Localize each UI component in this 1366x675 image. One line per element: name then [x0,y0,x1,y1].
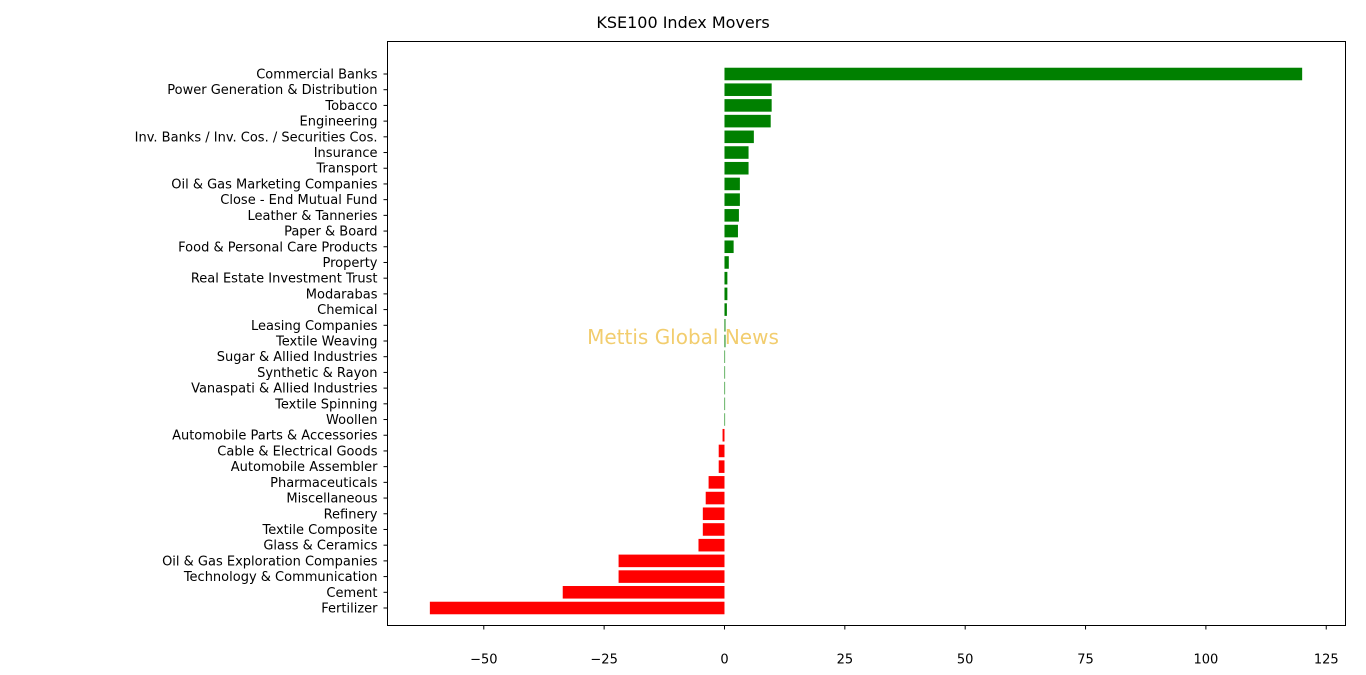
x-tick-label: 125 [1314,653,1339,668]
bar [724,397,726,411]
y-tick-label: Real Estate Investment Trust [191,272,378,287]
y-tick-label: Leather & Tanneries [247,209,377,224]
y-tick-label: Engineering [300,115,378,130]
bar [705,491,725,505]
bar [724,130,754,144]
y-tick-label: Modarabas [306,287,378,302]
y-tick-label: Commercial Banks [256,68,378,83]
x-tick-label: 75 [1077,653,1094,668]
bar [429,601,725,615]
bar [724,287,728,301]
bar [724,240,734,254]
bar [724,161,749,175]
y-tick-label: Oil & Gas Exploration Companies [162,554,378,569]
x-tick-label: −25 [590,653,617,668]
watermark-text: Mettis Global News [587,325,779,349]
x-tick-label: 50 [957,653,974,668]
bar [724,114,771,128]
bar [724,224,738,238]
y-tick-label: Food & Personal Care Products [178,240,378,255]
x-tick-label: −50 [470,653,497,668]
bar [562,586,725,599]
y-tick-label: Technology & Communication [183,570,378,585]
plot-frame [387,41,1346,626]
bar [724,83,772,96]
bar [724,350,726,363]
y-tick-label: Inv. Banks / Inv. Cos. / Securities Cos. [135,130,378,145]
x-tick-label: 25 [837,653,854,668]
bar [698,538,725,552]
bar [724,146,749,159]
bar [708,476,725,489]
bar [724,193,740,206]
y-tick-label: Pharmaceuticals [270,476,378,491]
bar [724,334,726,348]
y-tick-label: Cable & Electrical Goods [217,444,377,459]
bar [722,428,725,442]
bar [618,570,725,583]
bar [702,523,725,536]
bar [724,67,1303,81]
y-tick-label: Refinery [324,507,378,522]
bar [618,554,725,568]
y-tick-label: Fertilizer [321,602,378,617]
y-tick-label: Vanaspati & Allied Industries [191,382,378,397]
y-tick-label: Miscellaneous [286,492,377,507]
y-tick-label: Transport [315,162,377,177]
bar [724,319,726,332]
bar [718,460,725,473]
y-tick-label: Textile Weaving [275,335,378,350]
bar [724,209,739,222]
y-tick-label: Chemical [317,303,377,318]
x-tick-label: 100 [1193,653,1218,668]
bar [718,444,725,458]
y-tick-label: Paper & Board [284,225,377,240]
bar [724,303,727,316]
bar [724,366,726,379]
y-tick-label: Automobile Parts & Accessories [172,429,378,444]
x-tick-label: 0 [720,653,728,668]
y-tick-label: Insurance [314,146,378,161]
y-tick-label: Woollen [326,413,377,428]
y-tick-label: Cement [326,586,377,601]
bar [724,99,772,112]
y-tick-label: Glass & Ceramics [263,539,377,554]
y-tick-label: Property [322,256,377,271]
y-tick-label: Power Generation & Distribution [167,83,377,98]
y-tick-label: Synthetic & Rayon [257,366,377,381]
bar [724,271,728,285]
chart-title: KSE100 Index Movers [596,13,769,32]
y-tick-label: Leasing Companies [251,319,378,334]
y-tick-label: Sugar & Allied Industries [217,350,378,365]
bar [724,413,726,426]
bar [724,177,740,191]
bar [724,256,729,269]
y-tick-label: Textile Composite [261,523,377,538]
y-tick-label: Automobile Assembler [231,460,378,475]
y-tick-label: Tobacco [324,99,377,114]
y-tick-label: Textile Spinning [274,397,377,412]
bar [724,381,726,395]
bars-group [429,67,1303,615]
x-axis: −50 −25 0 25 50 75 100 125 [470,625,1339,668]
bar [702,507,725,521]
y-tick-label: Oil & Gas Marketing Companies [171,177,377,192]
y-tick-label: Close - End Mutual Fund [220,193,377,208]
